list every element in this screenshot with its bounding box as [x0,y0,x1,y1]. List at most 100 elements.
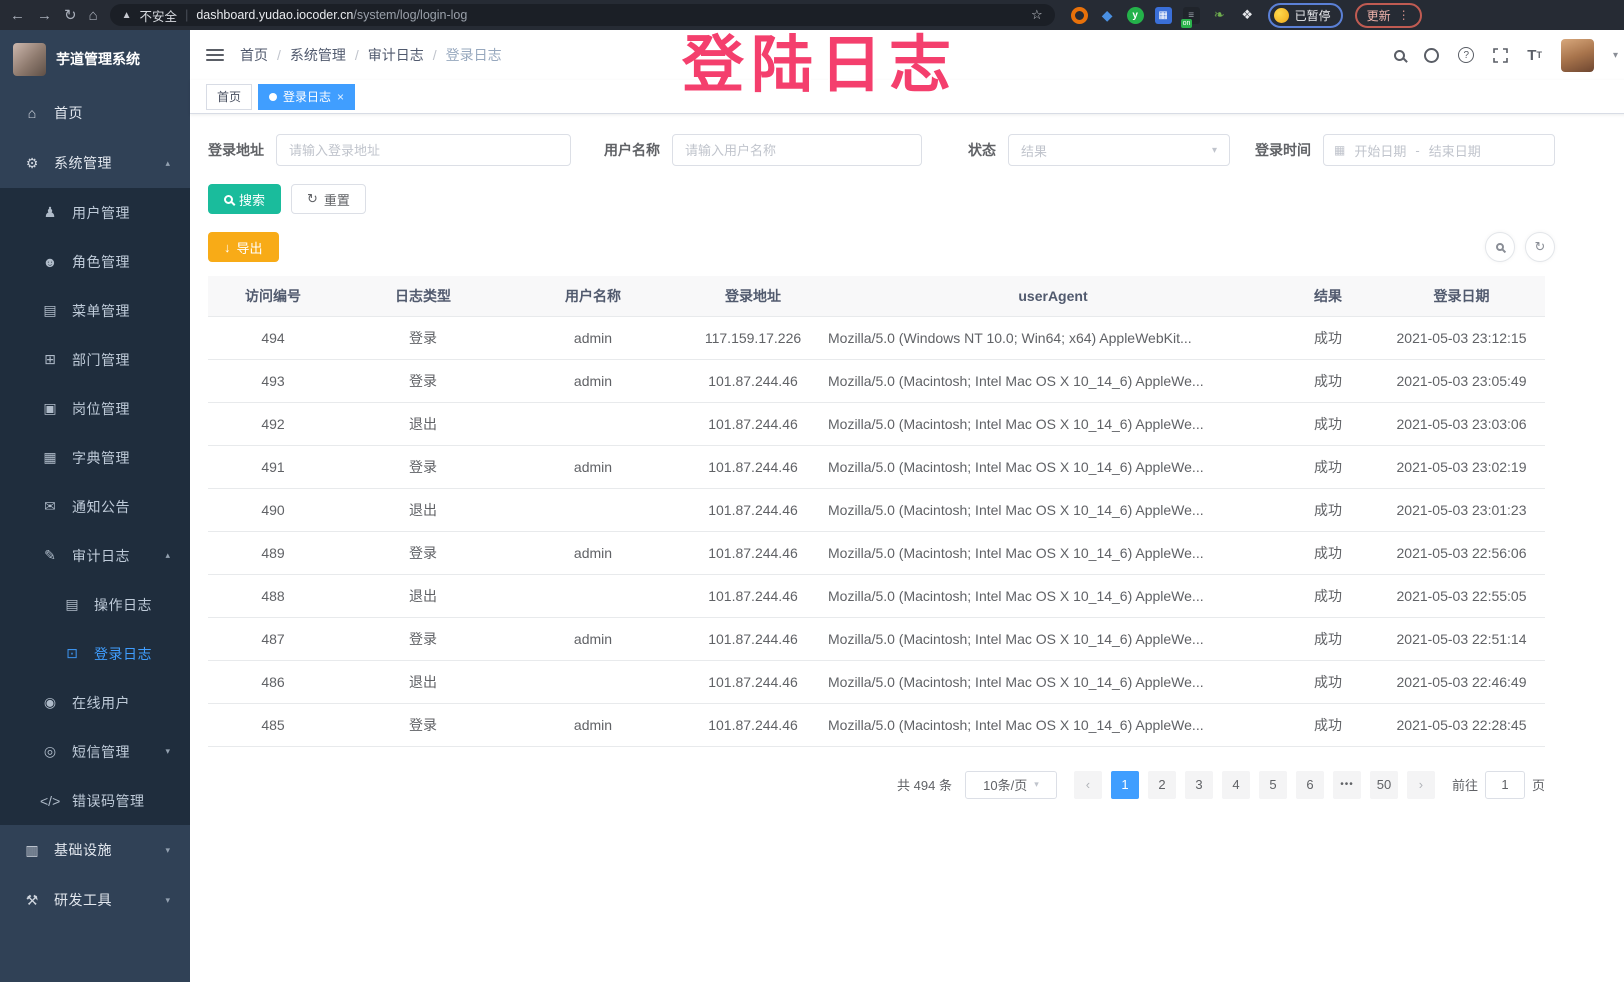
cell-id: 489 [208,531,338,575]
date-range-picker[interactable]: ▦ 开始日期 - 结束日期 [1323,134,1555,166]
extension-grid-icon[interactable]: ▦ [1154,6,1172,24]
infrastructure-icon: ▥ [25,841,39,858]
sidebar-item-label: 审计日志 [72,547,130,564]
jump-page-input[interactable] [1484,770,1525,799]
toggle-search-button[interactable] [1485,232,1515,262]
breadcrumb-item[interactable]: 首页 [240,47,268,63]
extension-gem-icon[interactable]: ◆ [1101,6,1113,23]
table-row: 490 退出 101.87.244.46 Mozilla/5.0 (Macintosh… [208,488,1545,532]
close-icon[interactable]: × [337,89,345,104]
tab-登录日志[interactable]: 登录日志 × [258,83,356,110]
avatar[interactable] [1560,38,1594,72]
cell-date: 2021-05-03 23:02:19 [1378,445,1545,489]
prev-page-button[interactable]: ‹ [1073,770,1102,799]
page-size-select[interactable]: 10条/页 ▾ [964,770,1057,799]
breadcrumb-item[interactable]: 系统管理 [289,47,346,63]
page-button-4[interactable]: 4 [1221,770,1250,799]
sidebar-item-dashboard[interactable]: ⌂ 首页 [0,88,190,138]
cell-user_agent: Mozilla/5.0 (Macintosh; Intel Mac OS X 1… [828,703,1278,747]
sidebar-item-menu-list[interactable]: ▤ 菜单管理 [0,286,190,335]
column-header: 日志类型 [338,276,508,316]
page-button-2[interactable]: 2 [1147,770,1176,799]
logo[interactable]: 芋道管理系统 [0,30,190,88]
extension-green-icon[interactable]: y [1126,6,1144,24]
extensions-puzzle-icon[interactable]: ❖ [1241,7,1253,22]
url-text: dashboard.yudao.iocoder.cn/system/log/lo… [196,8,467,22]
app-title: 芋道管理系统 [56,51,140,67]
search-icon[interactable] [1394,49,1406,61]
fullscreen-icon[interactable] [1493,47,1509,63]
dev-tools-icon: ⚒ [25,891,39,908]
sidebar-item-roles[interactable]: ☻ 角色管理 [0,237,190,286]
chevron-down-icon[interactable]: ▾ [1612,49,1618,61]
sidebar-item-gear[interactable]: ⚙ 系统管理 ▴ [0,138,190,188]
sidebar-item-error-code[interactable]: </> 错误码管理 [0,776,190,825]
extension-list-icon[interactable]: ≡ on [1180,6,1200,28]
next-page-button[interactable]: › [1406,770,1435,799]
status-select[interactable]: 结果 ▾ [1008,134,1230,166]
cell-user_agent: Mozilla/5.0 (Macintosh; Intel Mac OS X 1… [828,359,1278,403]
sidebar-item-post[interactable]: ▣ 岗位管理 [0,384,190,433]
sidebar-item-user[interactable]: ♟ 用户管理 [0,188,190,237]
address-bar[interactable]: ▲ 不安全 | dashboard.yudao.iocoder.cn/syste… [109,4,1055,26]
extension-orange-icon[interactable] [1070,6,1088,24]
kebab-menu-icon[interactable]: ⋮ [1397,8,1410,22]
security-label: 不安全 [139,9,178,24]
sidebar-item-sms[interactable]: ◎ 短信管理 ▾ [0,727,190,776]
sidebar-item-infrastructure[interactable]: ▥ 基础设施 ▾ [0,825,190,875]
page-button-5[interactable]: 5 [1258,770,1287,799]
extensions-strip: ◆ y ▦ ≡ on ❧ ❖ [1070,6,1256,28]
sidebar-item-department[interactable]: ⊞ 部门管理 [0,335,190,384]
column-header: 登录地址 [678,276,828,316]
back-icon[interactable]: ← [10,6,25,24]
breadcrumb-item[interactable]: 审计日志 [367,47,424,63]
refresh-button[interactable]: ↻ [1525,232,1555,262]
bookmark-star-icon[interactable]: ☆ [1030,7,1043,22]
table-row: 492 退出 101.87.244.46 Mozilla/5.0 (Macintosh… [208,402,1545,446]
cell-type: 登录 [338,359,508,403]
username-input[interactable] [672,134,922,166]
sidebar-item-dev-tools[interactable]: ⚒ 研发工具 ▾ [0,875,190,925]
extension-leaf-icon[interactable]: ❧ [1213,7,1225,22]
reload-icon[interactable]: ↻ [64,6,77,24]
github-icon[interactable] [1424,47,1440,63]
cell-date: 2021-05-03 23:03:06 [1378,402,1545,446]
table-row: 493 登录 admin 101.87.244.46 Mozilla/5.0 (Maci… [208,359,1545,403]
paused-extension-badge[interactable]: 已暂停 [1267,2,1343,28]
sidebar-item-operation-log[interactable]: ▤ 操作日志 [0,580,190,629]
more-pages-button[interactable]: ••• [1332,770,1361,799]
cell-result: 成功 [1278,402,1378,446]
page-button-6[interactable]: 6 [1295,770,1324,799]
cell-date: 2021-05-03 23:05:49 [1378,359,1545,403]
reset-button[interactable]: ↻ 重置 [291,184,366,214]
submenu: ♟ 用户管理 ☻ 角色管理 ▤ 菜单管理 ⊞ 部门管理 ▣ 岗位管理 ▦ 字典管理 ✉ 通知公告 ✎ 审计日志… [0,188,190,825]
sidebar-item-login-log[interactable]: ⊡ 登录日志 [0,629,190,678]
cell-date: 2021-05-03 22:28:45 [1378,703,1545,747]
hamburger-icon[interactable] [206,49,224,61]
sidebar-item-label: 错误码管理 [72,792,145,809]
sidebar-item-audit-log[interactable]: ✎ 审计日志 ▴ [0,531,190,580]
sidebar-item-announcement[interactable]: ✉ 通知公告 [0,482,190,531]
export-button[interactable]: ↓ 导出 [208,232,279,262]
column-header: 访问编号 [208,276,338,316]
page-button-1[interactable]: 1 [1110,770,1139,799]
forward-icon[interactable]: → [37,6,52,24]
sidebar-item-label: 研发工具 [54,892,112,908]
browser-update-button[interactable]: 更新 ⋮ [1354,2,1422,28]
table-row: 486 退出 101.87.244.46 Mozilla/5.0 (Macintosh… [208,660,1545,704]
cell-id: 485 [208,703,338,747]
sidebar-item-online-users[interactable]: ◉ 在线用户 [0,678,190,727]
cell-user_agent: Mozilla/5.0 (Macintosh; Intel Mac OS X 1… [828,574,1278,618]
address-input[interactable] [276,134,571,166]
page-button-50[interactable]: 50 [1369,770,1398,799]
sidebar-item-dict[interactable]: ▦ 字典管理 [0,433,190,482]
cell-address: 101.87.244.46 [678,703,828,747]
home-icon[interactable]: ⌂ [88,6,98,24]
page-button-3[interactable]: 3 [1184,770,1213,799]
search-button[interactable]: 搜索 [208,184,282,214]
chevron-up-icon: ▴ [165,157,170,168]
tab-首页[interactable]: 首页 [206,83,253,110]
help-icon[interactable]: ? [1458,47,1475,63]
breadcrumb-item[interactable]: 登录日志 [445,47,502,63]
